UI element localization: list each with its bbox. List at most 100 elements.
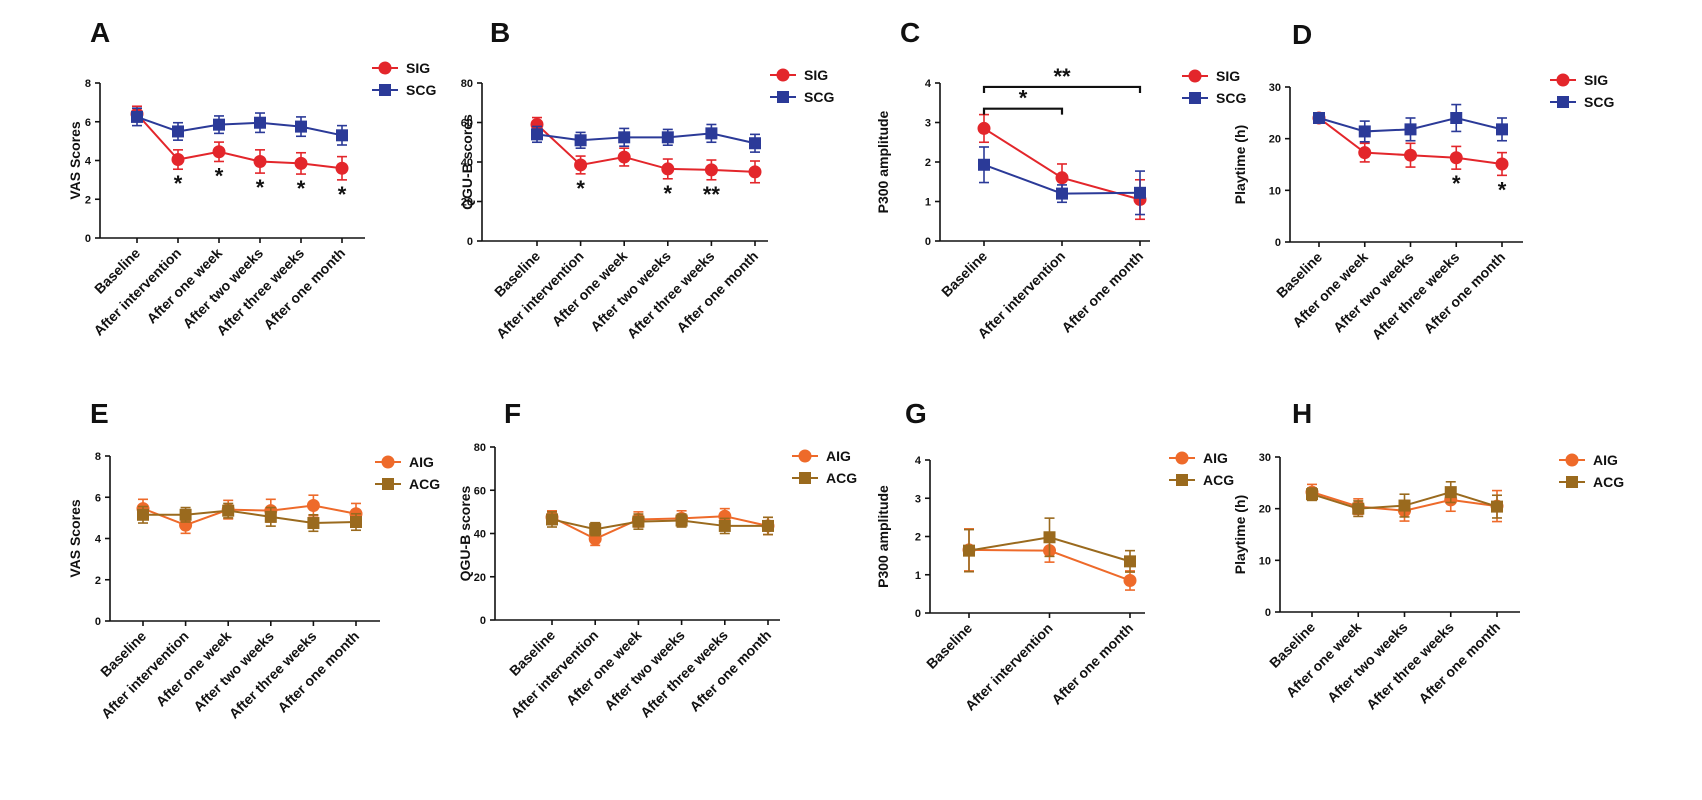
y-tick-label: 8 [85,78,91,90]
x-tick-label: Baseline [923,620,975,672]
data-point [295,120,307,133]
data-point [294,156,308,170]
y-tick-label: 30 [1259,452,1271,464]
data-point [1449,151,1463,165]
legend-label: ACG [409,476,440,492]
y-tick-label: 6 [85,117,91,129]
y-tick-label: 3 [925,118,931,130]
data-point [718,509,732,523]
data-point [1491,500,1503,513]
data-point [1123,573,1137,587]
panel-letter-f: F [504,398,521,429]
y-tick-label: 0 [85,233,91,245]
legend-marker [777,91,789,103]
data-point [749,137,761,150]
y-axis-label-f: QGU-B scores [457,485,473,581]
significance-marker: * [297,176,306,201]
y-tick-label: 0 [1275,237,1281,249]
legend-marker [1557,96,1569,108]
legend-marker [798,449,812,463]
series-line [143,509,357,525]
significance-marker: ** [703,182,721,207]
series-acg [963,517,1136,573]
data-point [171,153,185,167]
y-tick-label: 0 [925,236,931,248]
panel-letter-b: B [490,17,510,48]
significance-marker: * [174,171,183,196]
y-tick-label: 20 [474,572,486,584]
data-point [1450,112,1463,124]
x-tick-label: After one month [673,248,761,336]
series-aig [545,507,775,547]
y-tick-label: 0 [95,616,101,628]
data-point [574,134,587,147]
legend-label: SCG [1216,90,1246,106]
data-point [546,513,558,526]
x-tick-label: After one week [549,248,631,330]
data-point [1358,146,1372,160]
legend-label: ACG [1203,472,1234,488]
legend-a: SIG SCG [372,60,436,98]
x-tick-label: After one week [153,628,235,710]
series-sig [130,105,349,181]
legend-marker [1176,474,1188,486]
x-tick-label: After one month [686,627,774,715]
x-tick-label: After one month [1415,619,1503,707]
legend-label: SCG [406,82,436,98]
x-tick-label: After intervention [962,620,1056,714]
y-tick-label: 2 [95,575,101,587]
legend-label: ACG [1593,474,1624,490]
y-axis-label-b: QGU-B scores [459,114,475,210]
data-point [704,163,718,177]
significance-bracket [982,107,1064,115]
legend-h: AIG ACG [1559,452,1624,490]
data-point [1124,555,1136,568]
data-point [675,514,688,527]
y-tick-label: 20 [1269,134,1281,146]
data-point [1404,123,1417,136]
significance-marker: ** [1053,64,1071,89]
y-tick-label: 30 [1269,82,1281,94]
data-point [1352,502,1365,515]
y-axis-label-a: VAS Scores [67,121,83,200]
y-axis-label-c: P300 amplitude [875,110,891,213]
y-tick-label: 0 [1265,607,1271,619]
data-point [1313,112,1325,124]
y-axis-label-e: VAS Scores [67,499,83,578]
series-scg [978,146,1146,216]
legend-label: AIG [409,454,434,470]
data-point [1306,488,1318,501]
x-tick-label: After two weeks [601,627,688,714]
legend-c: SIG SCG [1182,68,1246,106]
panel-letter-g: G [905,398,927,429]
legend-marker [1556,73,1570,87]
data-point [618,131,631,144]
data-point [1444,486,1457,499]
data-point [661,131,674,144]
y-tick-label: 2 [915,532,921,544]
data-point [718,519,731,532]
data-point [1404,148,1417,162]
x-tick-label: After intervention [974,248,1068,342]
y-tick-label: 40 [474,529,486,541]
series-line [551,515,769,541]
y-tick-label: 60 [461,118,473,130]
legend-b: SIG SCG [770,67,834,105]
legend-label: AIG [1593,452,1618,468]
data-point [264,510,277,523]
x-tick-label: Baseline [938,248,990,300]
legend-marker [799,472,811,484]
y-tick-label: 10 [1269,185,1281,197]
legend-label: SIG [406,60,430,76]
series-scg [531,123,761,153]
y-tick-label: 1 [915,570,921,582]
significance-bracket [982,85,1142,93]
data-point [172,125,184,138]
y-tick-label: 80 [474,442,486,454]
y-tick-label: 1 [925,197,931,209]
legend-marker [382,478,394,490]
